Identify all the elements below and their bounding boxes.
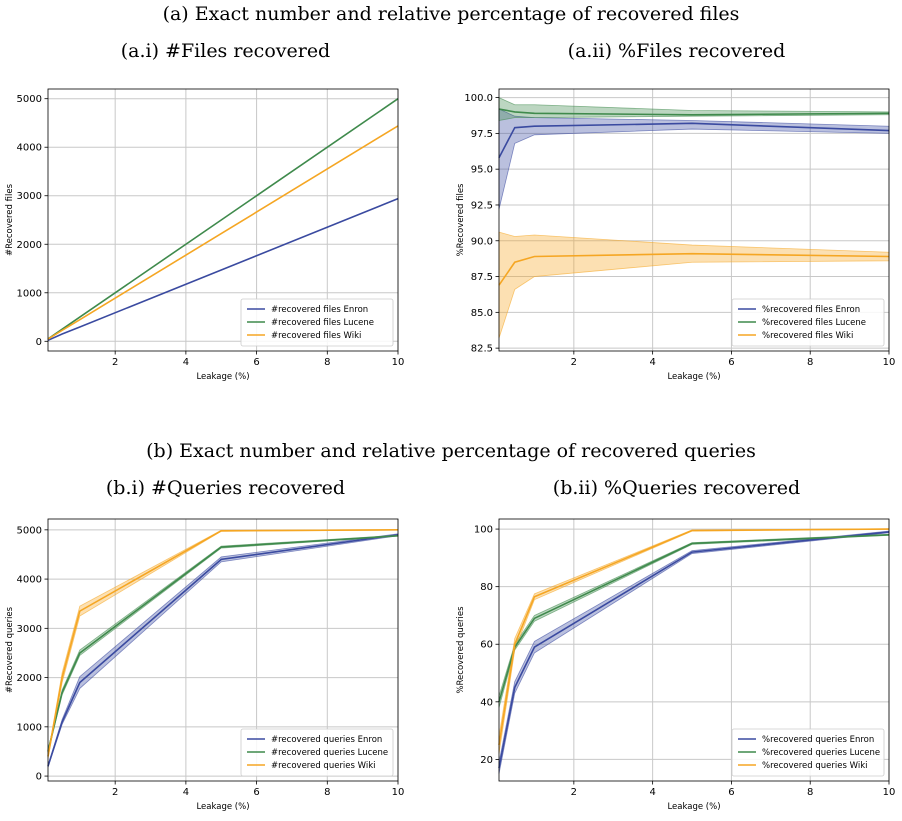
y-axis-label: %Recovered files [456, 183, 466, 257]
series-band-1 [499, 534, 889, 707]
y-tick-label: 95.0 [471, 165, 493, 176]
y-tick-label: 100.0 [464, 93, 493, 104]
y-tick-label: 1000 [17, 288, 42, 299]
series-band-2 [48, 530, 398, 759]
x-axis-label: Leakage (%) [196, 802, 249, 812]
y-tick-label: 5000 [17, 525, 42, 536]
x-tick-label: 10 [883, 787, 896, 798]
y-axis-label: #Recovered queries [5, 606, 15, 693]
x-tick-label: 2 [112, 357, 118, 368]
legend-label-1: #recovered queries Lucene [271, 748, 388, 758]
chart-queries-recovered-count: 2 4 6 8 10 0 1000 2000 3000 4000 5000 Leakage (%) #R… [0, 515, 451, 820]
y-tick-label: 100 [474, 525, 493, 536]
y-tick-label: 0 [36, 337, 42, 348]
legend-label-2: %recovered queries Wiki [762, 761, 867, 771]
x-tick-label: 4 [183, 787, 189, 798]
x-tick-label: 8 [807, 787, 813, 798]
series-band-1 [48, 535, 398, 753]
y-tick-label: 97.5 [471, 129, 493, 140]
chart-aii-title: (a.ii) %Files recovered [451, 40, 902, 62]
series-line-2 [48, 530, 398, 757]
x-tick-label: 6 [728, 357, 734, 368]
chart-ai-title: (a.i) #Files recovered [0, 40, 451, 62]
x-tick-label: 8 [324, 787, 330, 798]
x-tick-label: 4 [649, 787, 655, 798]
y-axis-label: #Recovered files [5, 183, 15, 256]
y-tick-label: 1000 [17, 722, 42, 733]
y-tick-label: 80 [480, 582, 493, 593]
section-a-title: (a) Exact number and relative percentage… [0, 3, 902, 25]
chart-bii-title: (b.ii) %Queries recovered [451, 477, 902, 499]
x-tick-label: 8 [324, 357, 330, 368]
legend-label-1: %recovered files Lucene [762, 318, 866, 328]
y-tick-label: 3000 [17, 191, 42, 202]
series-line-1 [48, 536, 398, 752]
y-tick-label: 4000 [17, 575, 42, 586]
series-band-1 [499, 98, 889, 121]
y-tick-label: 40 [480, 697, 493, 708]
y-tick-label: 82.5 [471, 344, 493, 355]
legend-label-0: #recovered files Enron [271, 305, 368, 315]
y-tick-label: 3000 [17, 624, 42, 635]
chart-queries-recovered-percent: 2 4 6 8 10 20 40 60 80 100 Leakage (%) %Recovered q… [451, 515, 902, 820]
x-tick-label: 6 [728, 787, 734, 798]
legend-label-0: %recovered queries Enron [762, 735, 874, 745]
series-band-2 [499, 529, 889, 754]
y-tick-label: 87.5 [471, 272, 493, 283]
x-tick-label: 4 [649, 357, 655, 368]
series-line-1 [499, 535, 889, 702]
chart-files-recovered-percent: 2 4 6 8 10 82.5 85.0 87.5 90.0 92.5 95.0 97.5 100.0 L… [451, 85, 902, 390]
legend-label-2: #recovered queries Wiki [271, 761, 376, 771]
y-tick-label: 2000 [17, 240, 42, 251]
legend-label-0: %recovered files Enron [762, 305, 860, 315]
x-tick-label: 2 [112, 787, 118, 798]
x-tick-label: 8 [807, 357, 813, 368]
legend-label-1: #recovered files Lucene [271, 318, 374, 328]
y-tick-label: 2000 [17, 673, 42, 684]
chart-files-recovered-count: 2 4 6 8 10 0 1000 2000 3000 4000 5000 Leakage (%) #R… [0, 85, 451, 390]
x-tick-label: 6 [253, 357, 259, 368]
legend-label-2: %recovered files Wiki [762, 331, 853, 341]
x-axis-label: Leakage (%) [196, 372, 249, 382]
section-b-title: (b) Exact number and relative percentage… [0, 440, 902, 462]
legend-label-0: #recovered queries Enron [271, 735, 382, 745]
x-tick-label: 2 [571, 357, 577, 368]
x-tick-label: 10 [392, 787, 405, 798]
x-tick-label: 2 [571, 787, 577, 798]
y-tick-label: 5000 [17, 94, 42, 105]
y-tick-label: 0 [36, 772, 42, 783]
y-tick-label: 4000 [17, 143, 42, 154]
x-tick-label: 10 [392, 357, 405, 368]
y-axis-label: %Recovered queries [456, 606, 466, 694]
x-axis-label: Leakage (%) [667, 802, 720, 812]
y-tick-label: 20 [480, 755, 493, 766]
y-tick-label: 85.0 [471, 308, 493, 319]
y-tick-label: 60 [480, 640, 493, 651]
x-tick-label: 10 [883, 357, 896, 368]
x-tick-label: 4 [183, 357, 189, 368]
y-tick-label: 92.5 [471, 200, 493, 211]
x-tick-label: 6 [253, 787, 259, 798]
legend-label-1: %recovered queries Lucene [762, 748, 880, 758]
legend-label-2: #recovered files Wiki [271, 331, 361, 341]
x-axis-label: Leakage (%) [667, 372, 720, 382]
y-tick-label: 90.0 [471, 236, 493, 247]
chart-bi-title: (b.i) #Queries recovered [0, 477, 451, 499]
